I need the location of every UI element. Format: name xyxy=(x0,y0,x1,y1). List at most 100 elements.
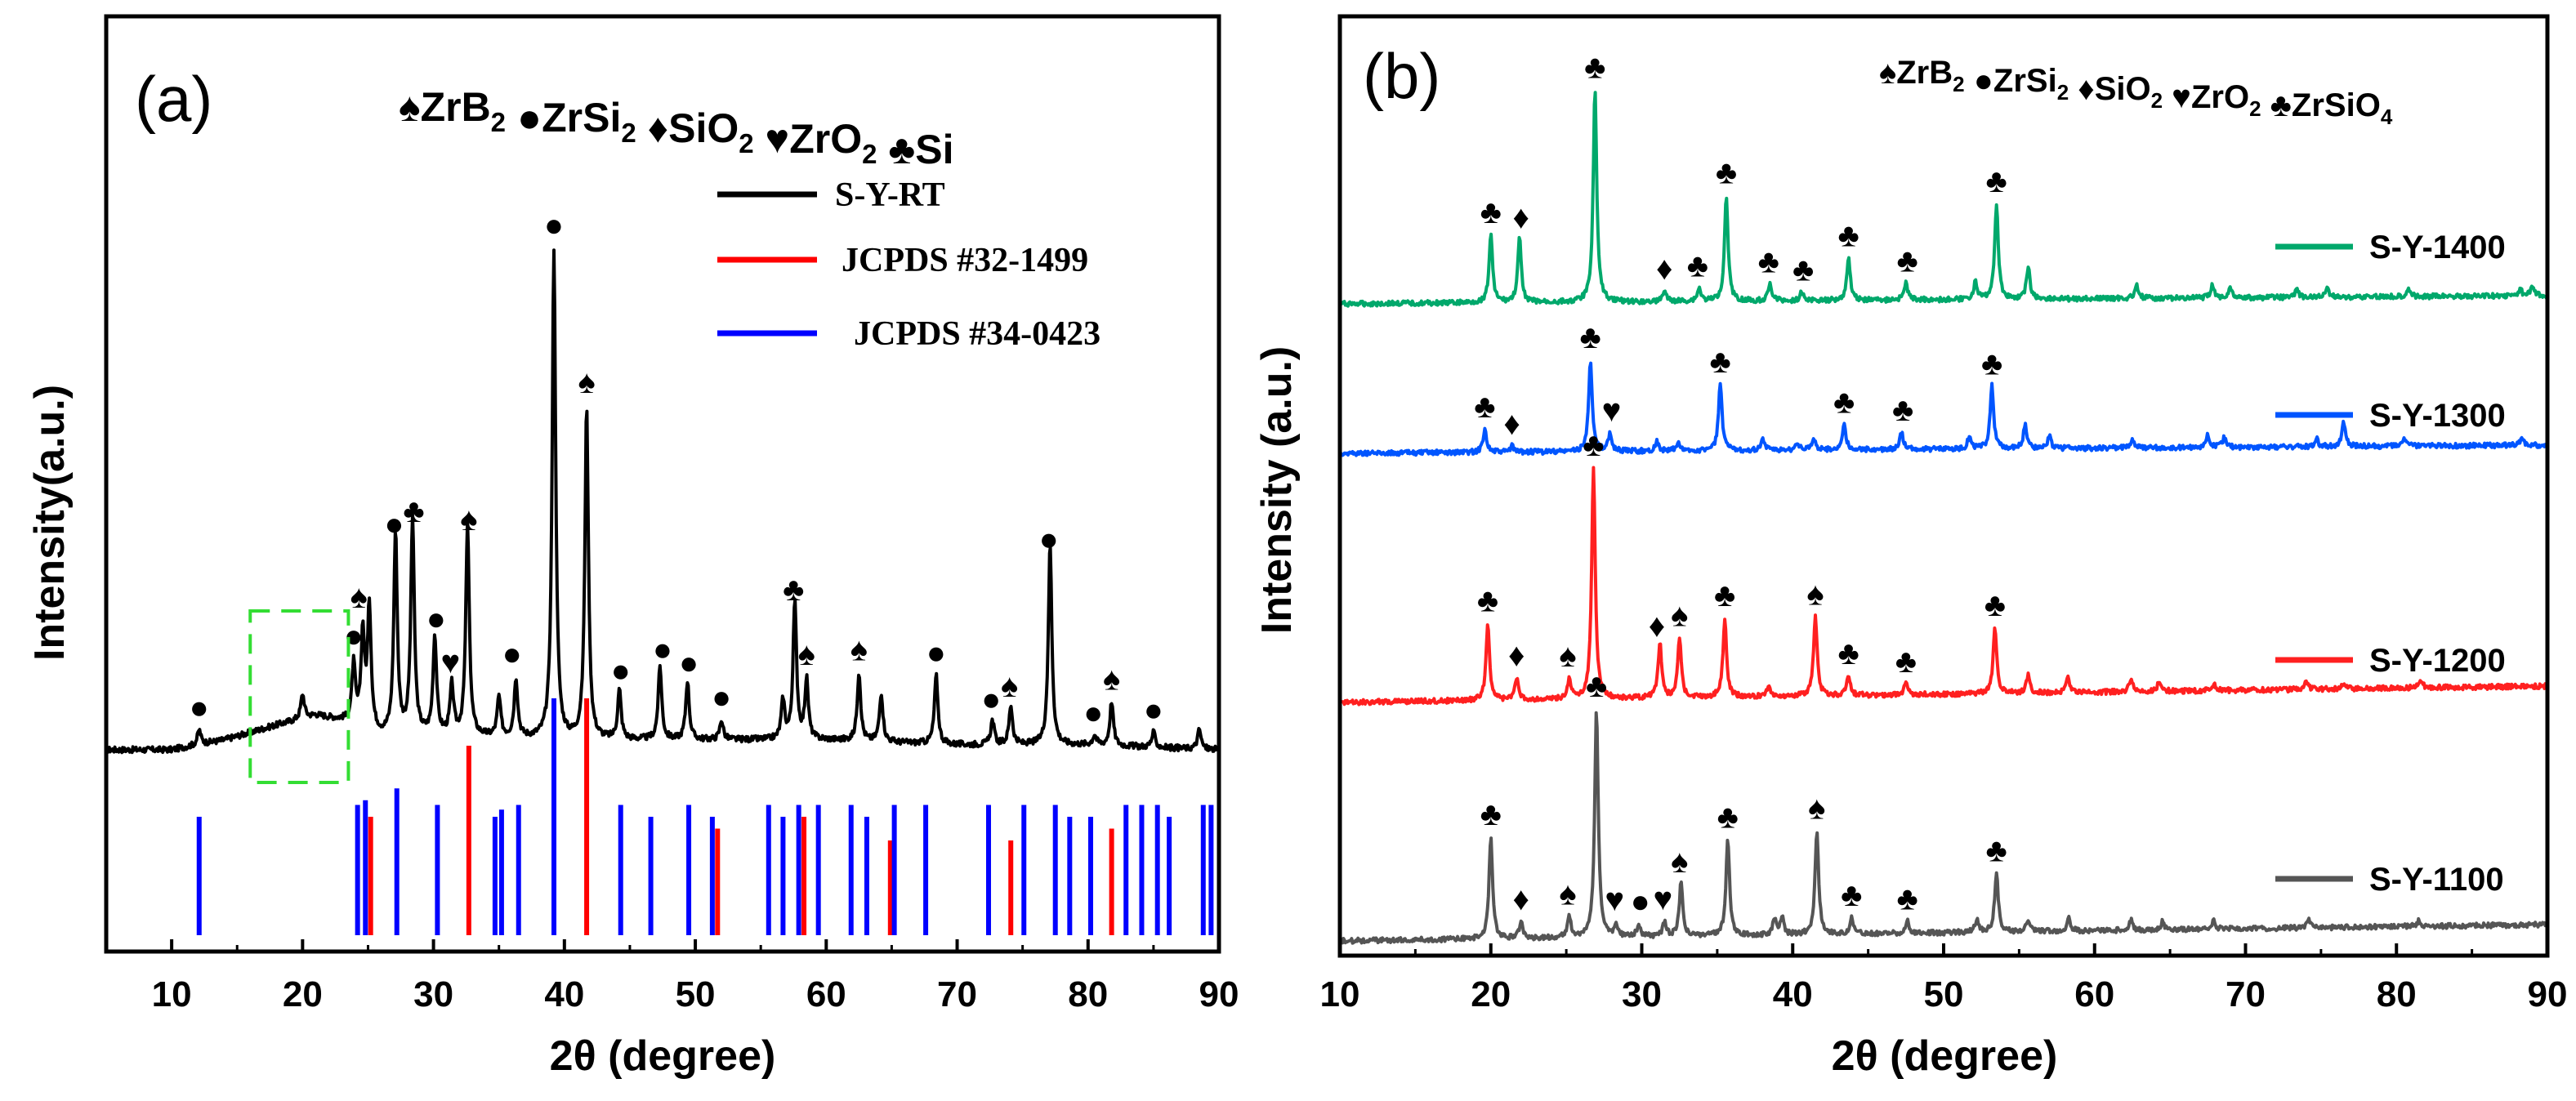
b-peak-marker: ● xyxy=(1631,884,1650,920)
b-phase-key: ♠ZrB2 ●ZrSi2 ♦SiO2 ♥ZrO2 ♣ZrSiO4 xyxy=(1879,55,2393,129)
b-peak-marker: ♣ xyxy=(1837,218,1859,254)
b-phase-label: ZrSi xyxy=(1993,63,2057,99)
a-phase-label: SiO xyxy=(668,105,739,151)
a-x-tick-label: 60 xyxy=(806,974,846,1014)
b-x-ticks: 10 20 30 40 50 60 70 80 90 xyxy=(1320,943,2567,1014)
a-peak-marker: ● xyxy=(712,680,731,715)
b-peak-marker: ♣ xyxy=(1841,877,1862,913)
a-reference-lines xyxy=(196,698,1214,935)
b-x-tick-label: 20 xyxy=(1471,974,1511,1014)
b-peak-marker: ♥ xyxy=(1653,881,1672,917)
a-peak-marker: ● xyxy=(926,635,946,671)
b-phase-symbol: ♥ xyxy=(2163,79,2191,115)
b-peak-marker: ♠ xyxy=(1559,876,1576,912)
a-series-line-s-y-rt xyxy=(105,248,1221,755)
a-x-tick-label: 20 xyxy=(283,974,323,1014)
a-peak-marker: ● xyxy=(1144,693,1163,729)
b-series-line xyxy=(1339,711,2549,945)
b-peak-marker: ♠ xyxy=(1808,790,1825,826)
a-legend-label-rt: S-Y-RT xyxy=(835,176,945,214)
panel-b: ♣ ♦♣♦ ♣♣♣ ♣♣♣♣♣ ♦♣♥♣♣ ♣♣♣♦ ♠♣♦ ♠♣ ♠♣ ♣♣♣♦ ♠ ♥ ● ♥♠♣♣♠… xyxy=(1253,14,2567,1080)
b-series-line xyxy=(1338,466,2548,707)
b-peak-marker: ♣ xyxy=(1986,832,2007,868)
a-phase-subscript: 2 xyxy=(862,139,877,169)
a-peak-marker: ● xyxy=(653,632,672,668)
b-phase-label: ZrB xyxy=(1896,55,1953,91)
a-peak-marker: ♠ xyxy=(850,631,868,667)
a-legend-label-32-1499: JCPDS #32-1499 xyxy=(842,242,1088,279)
b-peak-marker: ♣ xyxy=(1833,384,1855,420)
b-peak-marker: ♠ xyxy=(1671,597,1688,633)
b-peak-marker: ♣ xyxy=(1580,319,1601,355)
a-peak-marker: ♠ xyxy=(578,364,595,400)
b-peak-marker: ♦ xyxy=(1512,199,1529,235)
a-x-tick-label: 50 xyxy=(676,974,716,1014)
b-peak-marker: ♦ xyxy=(1508,637,1525,673)
a-peak-marker: ● xyxy=(679,645,699,681)
b-phase-symbol: ♦ xyxy=(2069,71,2095,107)
b-legend-label: S-Y-1100 xyxy=(2369,862,2504,898)
b-x-tick-label: 40 xyxy=(1773,974,1813,1014)
b-phase-symbol: ♠ xyxy=(1879,55,1896,91)
b-phase-label: SiO xyxy=(2095,71,2151,107)
a-phase-symbol: ♠ xyxy=(399,84,421,130)
b-x-axis-title: 2θ (degree) xyxy=(1832,1032,2058,1080)
b-peak-marker: ♣ xyxy=(1986,163,2007,199)
b-x-tick-label: 60 xyxy=(2074,974,2114,1014)
a-phase-label: ZrSi xyxy=(542,95,621,140)
a-peak-marker: ● xyxy=(384,506,404,542)
a-phase-subscript: 2 xyxy=(621,118,636,148)
b-peak-marker: ♣ xyxy=(1897,880,1918,916)
b-peak-marker: ♠ xyxy=(1671,844,1688,880)
a-phase-symbol: ♥ xyxy=(754,116,790,162)
a-plot-frame xyxy=(104,14,1221,954)
a-x-tick-label: 30 xyxy=(413,974,453,1014)
b-phase-label: ZrSiO xyxy=(2292,87,2381,123)
b-peak-marker: ♣ xyxy=(1584,50,1605,86)
b-peak-marker: ♣ xyxy=(1895,644,1917,680)
b-panel-label: (b) xyxy=(1363,40,1440,112)
b-phase-symbol: ● xyxy=(1965,63,1993,99)
a-curve-group xyxy=(105,248,1221,755)
a-peak-marker: ● xyxy=(981,681,1001,717)
a-peak-marker: ● xyxy=(344,618,364,654)
b-peak-marker: ♣ xyxy=(1583,427,1604,463)
a-panel-label: (a) xyxy=(135,63,212,135)
b-y-axis-title: Intensity (a.u.) xyxy=(1253,346,1301,634)
a-peak-marker: ♠ xyxy=(350,579,368,615)
a-phase-label: ZrB xyxy=(421,84,491,130)
a-phase-key: ♠ZrB2 ●ZrSi2 ♦SiO2 ♥ZrO2 ♣Si xyxy=(399,84,953,172)
b-peak-marker: ♦ xyxy=(1649,608,1665,644)
a-phase-key-text: ♠ZrB2 ●ZrSi2 ♦SiO2 ♥ZrO2 ♣Si xyxy=(399,84,953,172)
b-series-line xyxy=(1338,91,2548,308)
b-x-tick-label: 70 xyxy=(2226,974,2266,1014)
b-phase-subscript: 2 xyxy=(2057,80,2069,105)
b-legend-label: S-Y-1400 xyxy=(2369,230,2506,265)
b-phase-key-text: ♠ZrB2 ●ZrSi2 ♦SiO2 ♥ZrO2 ♣ZrSiO4 xyxy=(1879,55,2393,129)
b-peak-marker: ♣ xyxy=(1716,155,1737,191)
b-peak-marker: ♣ xyxy=(1984,587,2006,623)
a-peak-marker: ● xyxy=(502,636,522,672)
a-peak-annotations: ●♠●●♣●♥♠●●♠●● ●●♣♠ ♠ ●● ♠●●♠● xyxy=(190,207,1163,731)
b-peak-marker: ♣ xyxy=(1586,668,1607,704)
a-peak-marker: ♣ xyxy=(783,572,804,608)
b-peak-marker: ♣ xyxy=(1480,194,1502,230)
b-phase-subscript: 2 xyxy=(1953,72,1964,96)
a-peak-marker: ● xyxy=(611,653,631,689)
a-x-tick-label: 40 xyxy=(544,974,584,1014)
b-phase-subscript: 2 xyxy=(2249,96,2261,121)
a-peak-marker: ♣ xyxy=(403,493,424,529)
b-series-line xyxy=(1338,361,2548,457)
a-phase-symbol: ♦ xyxy=(636,105,668,151)
b-peak-marker: ♣ xyxy=(1474,389,1495,425)
b-peak-marker: ♣ xyxy=(1758,244,1779,280)
b-peak-marker: ♣ xyxy=(1837,635,1859,671)
a-peak-marker: ♠ xyxy=(1103,661,1120,697)
b-peak-marker: ♥ xyxy=(1605,882,1624,918)
b-peak-marker: ♣ xyxy=(1714,577,1735,613)
b-legend-label: S-Y-1200 xyxy=(2369,643,2506,679)
b-peak-marker: ♣ xyxy=(1477,583,1498,619)
a-x-tick-label: 90 xyxy=(1199,974,1239,1014)
a-phase-label: Si xyxy=(915,127,953,172)
